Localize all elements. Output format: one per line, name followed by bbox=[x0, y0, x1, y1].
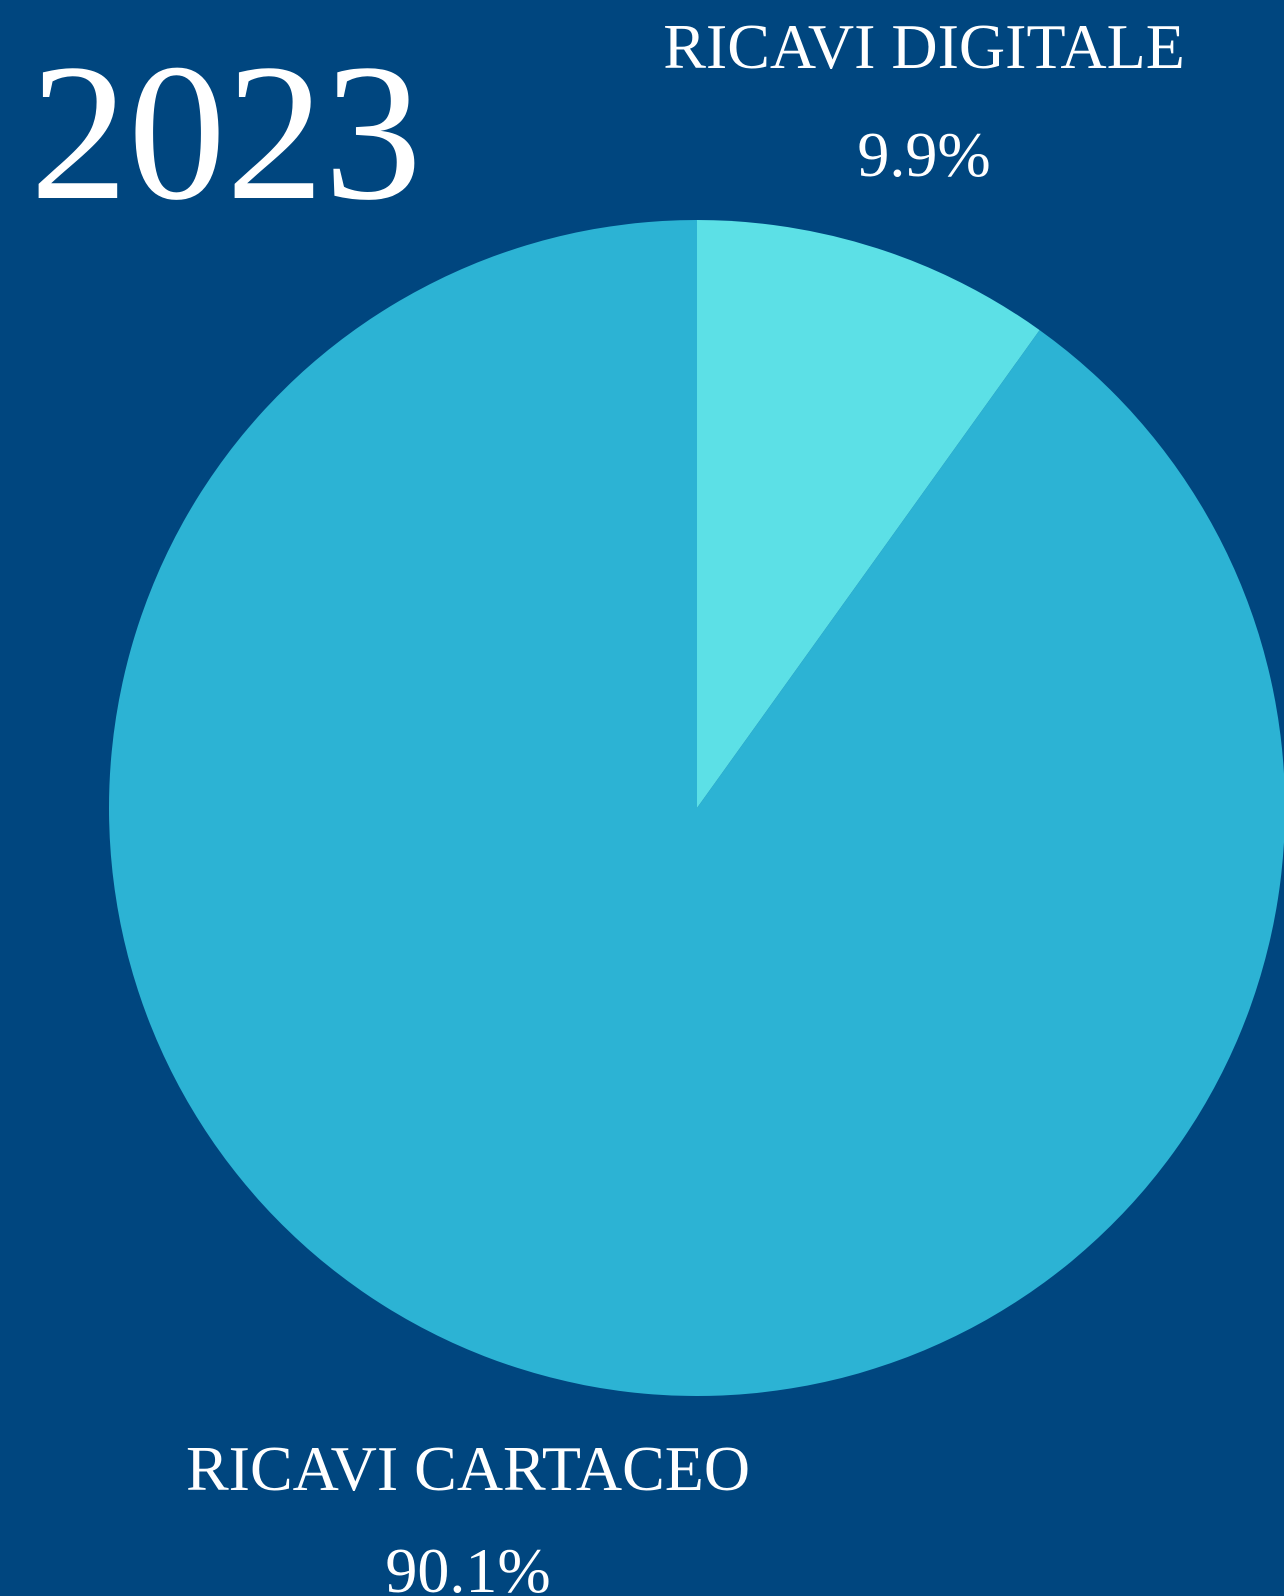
slice-label: RICAVI CARTACEO bbox=[186, 1433, 750, 1504]
pie-slice bbox=[109, 220, 1284, 1396]
slice-label: RICAVI DIGITALE bbox=[663, 11, 1185, 82]
pie bbox=[109, 220, 1284, 1396]
pie-slice bbox=[697, 220, 1040, 808]
chart-title: 2023 bbox=[30, 24, 422, 241]
slice-value-label: 90.1% bbox=[385, 1535, 550, 1596]
slice-value-label: 9.9% bbox=[857, 119, 990, 190]
